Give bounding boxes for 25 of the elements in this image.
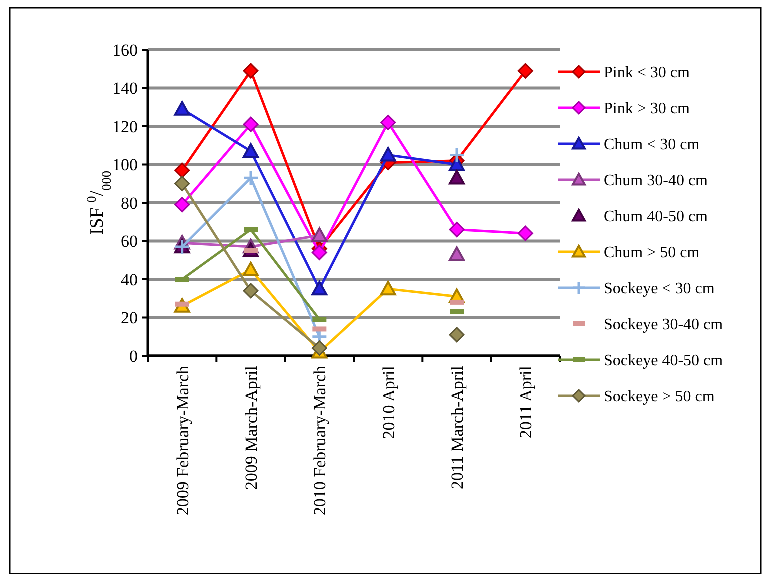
legend-label: Pink < 30 cm (604, 64, 690, 82)
y-tick-label: 20 (121, 308, 138, 328)
y-tick-label: 40 (121, 270, 138, 290)
y-tick-label: 0 (130, 346, 138, 366)
legend-label: Sockeye > 50 cm (604, 388, 716, 406)
x-tick-label: 2009 February-March (173, 366, 192, 516)
legend-label: Chum 30-40 cm (604, 172, 709, 190)
x-tick-label: 2011 April (516, 366, 536, 439)
y-tick-label: 120 (112, 117, 138, 136)
y-tick-label: 160 (112, 40, 138, 60)
legend-label: Sockeye 30-40 cm (604, 316, 724, 334)
legend-label: Chum > 50 cm (604, 244, 700, 262)
y-tick-label: 140 (112, 79, 138, 98)
x-tick-label: 2010 April (379, 366, 398, 440)
x-tick-label: 2010 February-March (310, 366, 330, 516)
y-tick-label: 100 (112, 156, 138, 175)
legend-label: Chum 40-50 cm (604, 208, 709, 226)
x-tick-label: 2011 March-April (448, 366, 467, 490)
legend-label: Chum < 30 cm (604, 136, 700, 154)
legend-label: Pink > 30 cm (604, 100, 690, 118)
x-tick-label: 2009 March-April (242, 366, 261, 490)
y-tick-label: 80 (121, 194, 138, 213)
legend-label: Sockeye 40-50 cm (604, 352, 724, 370)
y-tick-label: 60 (121, 232, 138, 252)
legend-label: Sockeye < 30 cm (604, 280, 716, 298)
